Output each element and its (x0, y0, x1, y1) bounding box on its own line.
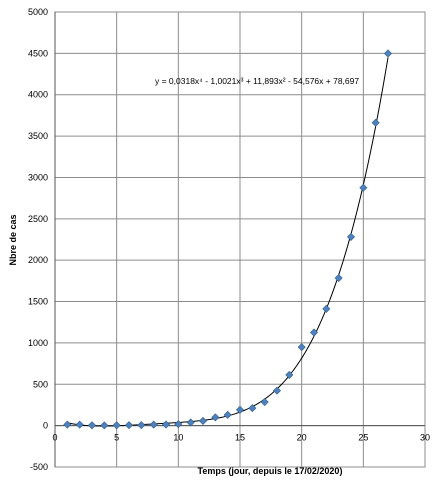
data-point (248, 404, 257, 413)
data-point (297, 343, 306, 352)
y-tick-label: 2500 (28, 214, 48, 224)
x-tick-label: 15 (235, 433, 245, 443)
x-tick-label: 5 (114, 433, 119, 443)
data-point (87, 421, 97, 430)
grid (54, 11, 426, 468)
data-point (359, 183, 368, 192)
data-point (334, 274, 343, 283)
data-point (223, 410, 232, 419)
y-tick-label: 4000 (28, 90, 48, 100)
x-tick-labels: 0 5 10 15 20 25 30 (52, 433, 430, 443)
y-tick-label: 0 (43, 421, 48, 431)
data-point (309, 328, 319, 337)
data-point (63, 420, 72, 429)
data-point (211, 413, 220, 422)
data-point (198, 416, 208, 425)
data-point (322, 304, 331, 313)
data-point (137, 421, 146, 430)
data-point (272, 386, 282, 395)
data-point (174, 420, 183, 429)
x-tick-label: 0 (52, 433, 57, 443)
y-tick-label: 1000 (28, 338, 48, 348)
y-tick-label: 3500 (28, 131, 48, 141)
trendline-equation: y = 0,0318x⁴ - 1,0021x³ + 11,893x² - 54,… (155, 76, 359, 86)
data-point (383, 49, 393, 58)
data-point (371, 118, 380, 127)
data-point (75, 420, 84, 429)
data-point (260, 398, 269, 407)
data-point (346, 232, 356, 241)
y-tick-labels: -500 0 500 1000 1500 2000 2500 3000 3500 4000 4500… (28, 7, 48, 472)
data-point (112, 421, 121, 430)
data-point (149, 420, 158, 429)
y-tick-label: 500 (33, 379, 48, 389)
x-tick-label: 10 (173, 433, 183, 443)
data-point (235, 405, 245, 414)
y-tick-label: 3000 (28, 172, 48, 182)
y-tick-label: 1500 (28, 297, 48, 307)
data-point (186, 418, 195, 427)
x-tick-label: 20 (297, 433, 307, 443)
x-tick-label: 25 (358, 433, 368, 443)
x-axis-title: Temps (jour, depuis le 17/02/2020) (198, 466, 343, 476)
y-tick-label: 2000 (28, 255, 48, 265)
data-point (124, 421, 134, 430)
data-point (161, 420, 171, 429)
data-points (63, 49, 393, 430)
y-axis-title: Nbre de cas (8, 214, 18, 265)
data-point (285, 370, 294, 379)
x-tick-label: 30 (420, 433, 430, 443)
data-point (100, 421, 109, 430)
y-tick-label: -500 (30, 462, 48, 472)
y-tick-label: 5000 (28, 7, 48, 17)
y-tick-label: 4500 (28, 48, 48, 58)
